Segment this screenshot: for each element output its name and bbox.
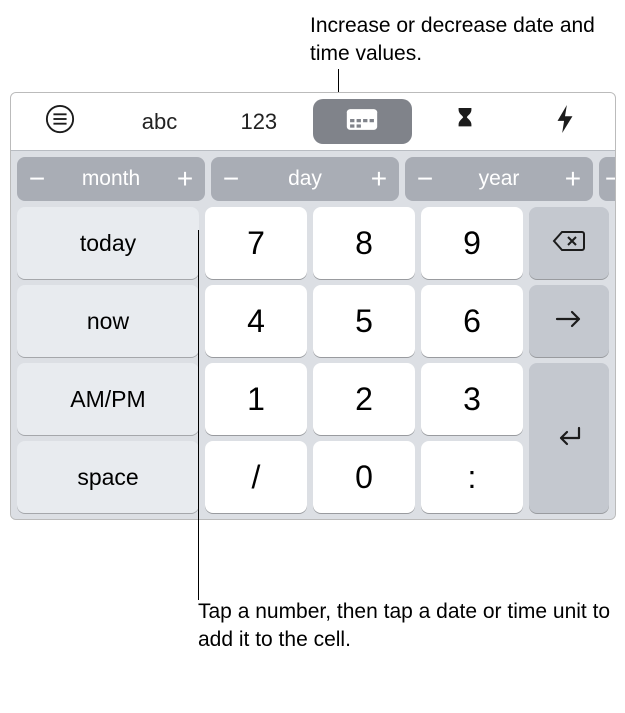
key-8-label: 8: [355, 225, 373, 262]
return-button[interactable]: [529, 363, 609, 513]
key-4[interactable]: 4: [205, 285, 307, 357]
key-5-label: 5: [355, 303, 373, 340]
label-key-column: today now AM/PM space: [17, 207, 199, 513]
now-button[interactable]: now: [17, 285, 199, 357]
number-grid: 7 8 9 4 5 6 1 2 3 / 0 :: [205, 207, 523, 513]
day-segment: − day +: [211, 157, 399, 201]
key-0[interactable]: 0: [313, 441, 415, 513]
day-decrease-button[interactable]: −: [221, 165, 241, 193]
month-segment: − month +: [17, 157, 205, 201]
key-1-label: 1: [247, 381, 265, 418]
callout-bottom-text: Tap a number, then tap a date or time un…: [198, 600, 610, 651]
text-mode-button[interactable]: abc: [110, 93, 209, 150]
callout-bottom-leader: [198, 230, 199, 600]
next-button[interactable]: [529, 285, 609, 357]
key-6-label: 6: [463, 303, 481, 340]
key-colon[interactable]: :: [421, 441, 523, 513]
year-segment: − year +: [405, 157, 593, 201]
ampm-label: AM/PM: [70, 386, 145, 413]
key-area: today now AM/PM space 7 8 9 4 5 6 1 2 3 …: [11, 201, 615, 519]
key-8[interactable]: 8: [313, 207, 415, 279]
list-mode-icon: [45, 104, 75, 140]
callout-top: Increase or decrease date and time value…: [310, 12, 625, 69]
text-mode-label: abc: [142, 109, 177, 135]
month-decrease-button[interactable]: −: [27, 165, 47, 193]
ampm-button[interactable]: AM/PM: [17, 363, 199, 435]
month-segment-label[interactable]: month: [82, 167, 140, 191]
key-5[interactable]: 5: [313, 285, 415, 357]
key-0-label: 0: [355, 459, 373, 496]
year-decrease-button[interactable]: −: [415, 165, 435, 193]
key-2[interactable]: 2: [313, 363, 415, 435]
keyboard-mode-bar: abc 123: [11, 93, 615, 151]
next-segment-partial[interactable]: −: [599, 157, 616, 201]
list-mode-button[interactable]: [11, 93, 110, 150]
key-1[interactable]: 1: [205, 363, 307, 435]
space-label: space: [77, 464, 138, 491]
duration-mode-button[interactable]: [416, 93, 515, 150]
arrow-right-icon: [555, 309, 583, 334]
date-mode-button[interactable]: [313, 99, 412, 144]
hourglass-icon: [454, 106, 476, 138]
callout-top-text: Increase or decrease date and time value…: [310, 14, 595, 65]
key-slash[interactable]: /: [205, 441, 307, 513]
key-9[interactable]: 9: [421, 207, 523, 279]
key-7[interactable]: 7: [205, 207, 307, 279]
number-mode-label: 123: [240, 109, 277, 135]
space-button[interactable]: space: [17, 441, 199, 513]
action-key-column: [529, 207, 609, 513]
key-3[interactable]: 3: [421, 363, 523, 435]
calendar-icon: [344, 106, 380, 138]
key-7-label: 7: [247, 225, 265, 262]
key-colon-label: :: [468, 459, 477, 496]
key-4-label: 4: [247, 303, 265, 340]
bolt-icon: [555, 105, 575, 139]
key-9-label: 9: [463, 225, 481, 262]
key-6[interactable]: 6: [421, 285, 523, 357]
year-segment-label[interactable]: year: [479, 167, 520, 191]
backspace-button[interactable]: [529, 207, 609, 279]
day-segment-label[interactable]: day: [288, 167, 322, 191]
callout-bottom: Tap a number, then tap a date or time un…: [198, 598, 625, 655]
key-3-label: 3: [463, 381, 481, 418]
next-segment-decrease[interactable]: −: [603, 165, 616, 193]
month-increase-button[interactable]: +: [175, 165, 195, 193]
key-slash-label: /: [252, 459, 261, 496]
return-icon: [555, 424, 583, 453]
date-time-keyboard: abc 123 − month + − day: [10, 92, 616, 520]
today-button[interactable]: today: [17, 207, 199, 279]
today-label: today: [80, 230, 136, 257]
bolt-mode-button[interactable]: [516, 93, 615, 150]
key-2-label: 2: [355, 381, 373, 418]
date-segment-bar: − month + − day + − year + −: [11, 151, 615, 201]
backspace-icon: [552, 229, 586, 258]
now-label: now: [87, 308, 129, 335]
number-mode-button[interactable]: 123: [210, 93, 309, 150]
year-increase-button[interactable]: +: [563, 165, 583, 193]
day-increase-button[interactable]: +: [369, 165, 389, 193]
